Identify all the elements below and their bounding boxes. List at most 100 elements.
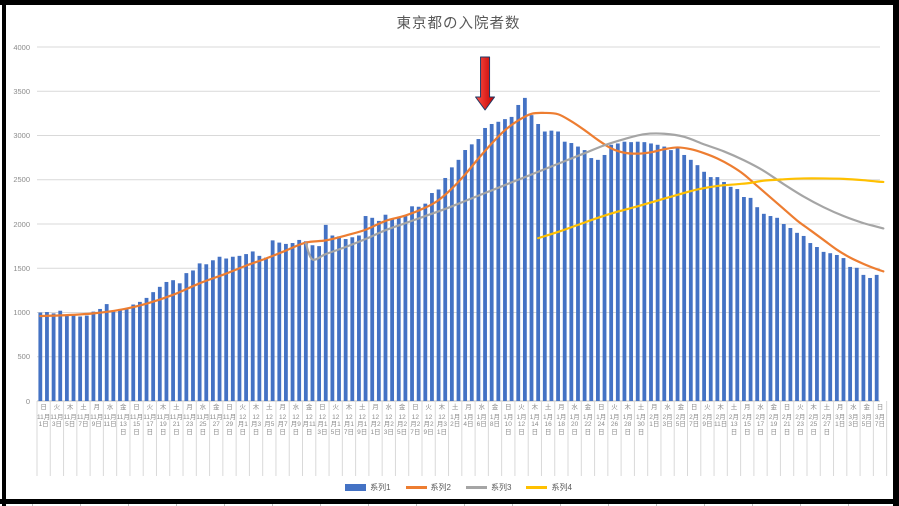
bar-系列1 (78, 316, 83, 401)
bar-系列1 (529, 115, 534, 402)
bar-系列1 (483, 127, 487, 401)
bar-系列1 (376, 220, 381, 401)
x-tick-label: 月 11月23日 (183, 404, 197, 436)
bar-系列1 (775, 217, 780, 401)
x-tick-label: 火 11月17日 (143, 404, 157, 436)
bar-系列1 (828, 253, 833, 401)
x-tick-label: 金 11月27日 (209, 404, 223, 436)
bar-系列1 (516, 104, 521, 401)
bar-系列1 (868, 277, 872, 401)
bar-系列1 (781, 224, 786, 401)
bar-系列1 (257, 255, 262, 401)
bar-系列1 (403, 215, 408, 401)
bar-系列1 (496, 121, 501, 401)
x-tick-label: 日 12月27日 (410, 404, 421, 436)
x-tick-label: 月 1月18日 (556, 404, 567, 436)
x-tick-label: 火 12月15日 (330, 404, 341, 436)
bar-系列1 (702, 171, 706, 401)
legend-item-系列1: 系列1 (345, 482, 391, 493)
x-tick-label: 月 2月1日 (649, 404, 660, 429)
sheet-gridline-ticks-bottom (32, 504, 892, 506)
x-tick-label: 木 11月5日 (63, 404, 77, 429)
x-tick-label: 木 1月28日 (622, 404, 633, 436)
bar-系列1 (615, 143, 620, 401)
x-tick-label: 土 1月2日 (450, 404, 461, 429)
bar-系列1 (58, 310, 63, 401)
legend-label: 系列1 (370, 483, 391, 492)
bar-系列1 (456, 159, 461, 401)
x-tick-label: 月 12月21日 (370, 404, 381, 436)
x-tick-label: 木 12月3日 (250, 404, 262, 436)
bar-系列1 (184, 273, 189, 401)
x-tick-label: 火 12月1日 (237, 404, 248, 436)
bar-系列1 (45, 312, 49, 401)
bar-系列1 (38, 312, 43, 401)
bar-系列1 (589, 158, 594, 401)
bar-系列1 (562, 141, 567, 401)
x-tick-label: 土 2月13日 (728, 404, 740, 436)
bar-系列1 (430, 193, 434, 401)
bar-系列1 (655, 144, 660, 402)
x-tick-label: 土 1月16日 (543, 404, 554, 436)
y-tick-label: 2500 (13, 175, 30, 185)
legend-label: 系列2 (430, 483, 451, 492)
bar-系列1 (264, 257, 268, 401)
bar-系列1 (748, 197, 753, 401)
x-tick-label: 木 2月11日 (714, 404, 728, 429)
bar-系列1 (595, 159, 600, 401)
bar-系列1 (131, 304, 136, 401)
x-tick-label: 日 1月24日 (596, 404, 607, 436)
bar-系列1 (323, 224, 328, 401)
bar-系列1 (84, 315, 89, 401)
bar-系列1 (688, 159, 693, 401)
bar-系列1 (357, 235, 361, 401)
x-tick-label: 水 12月9日 (290, 404, 301, 436)
x-tick-label: 金 2月5日 (675, 404, 686, 429)
legend-item-系列3: 系列3 (466, 482, 511, 493)
bar-系列1 (137, 301, 142, 401)
x-tick-label: 日 2月7日 (689, 404, 700, 429)
legend-line-swatch (466, 486, 487, 489)
chart-border-top (0, 0, 893, 5)
x-tick-label: 木 12月31日 (436, 404, 447, 436)
bar-系列1 (244, 254, 248, 401)
bar-系列1 (854, 267, 859, 401)
x-tick-label: 水 2月3日 (662, 404, 673, 429)
x-tick-label: 火 1月12日 (516, 404, 527, 436)
x-tick-label: 月 3月1日 (835, 404, 846, 429)
bar-系列1 (343, 239, 348, 401)
x-tick-label: 土 11月7日 (76, 404, 91, 429)
x-tick-label: 火 12月29日 (423, 404, 434, 436)
bar-系列1 (695, 165, 700, 401)
bar-系列1 (801, 235, 806, 401)
x-tick-label: 金 1月8日 (489, 404, 501, 429)
y-tick-label: 500 (17, 352, 30, 362)
bar-系列1 (284, 243, 288, 401)
legend-bar-swatch (345, 484, 367, 491)
x-tick-label: 水 1月20日 (569, 404, 580, 436)
bar-系列1 (310, 245, 315, 401)
bar-系列1 (396, 217, 401, 401)
x-tick-label: 月 12月7日 (277, 404, 288, 436)
bar-系列1 (629, 142, 633, 401)
bar-系列1 (722, 181, 726, 401)
bar-系列1 (715, 177, 720, 401)
bar-系列1 (416, 206, 421, 401)
x-tick-label: 金 2月19日 (768, 404, 779, 436)
x-tick-label: 土 2月27日 (821, 404, 832, 436)
x-tick-label: 金 12月25日 (397, 404, 408, 436)
x-tick-label: 月 2月15日 (742, 404, 753, 436)
bar-系列1 (111, 311, 116, 401)
x-tick-label: 水 1月6日 (476, 404, 487, 429)
bar-系列1 (509, 116, 514, 401)
legend-line-swatch (405, 486, 427, 489)
legend-label: 系列3 (491, 483, 512, 492)
bar-系列1 (463, 150, 468, 401)
bar-系列1 (556, 131, 560, 401)
bar-系列1 (383, 214, 388, 401)
y-tick-label: 3000 (13, 131, 30, 140)
bar-系列1 (64, 314, 69, 401)
x-tick-label: 土 12月19日 (357, 404, 368, 436)
bar-系列1 (582, 150, 587, 401)
